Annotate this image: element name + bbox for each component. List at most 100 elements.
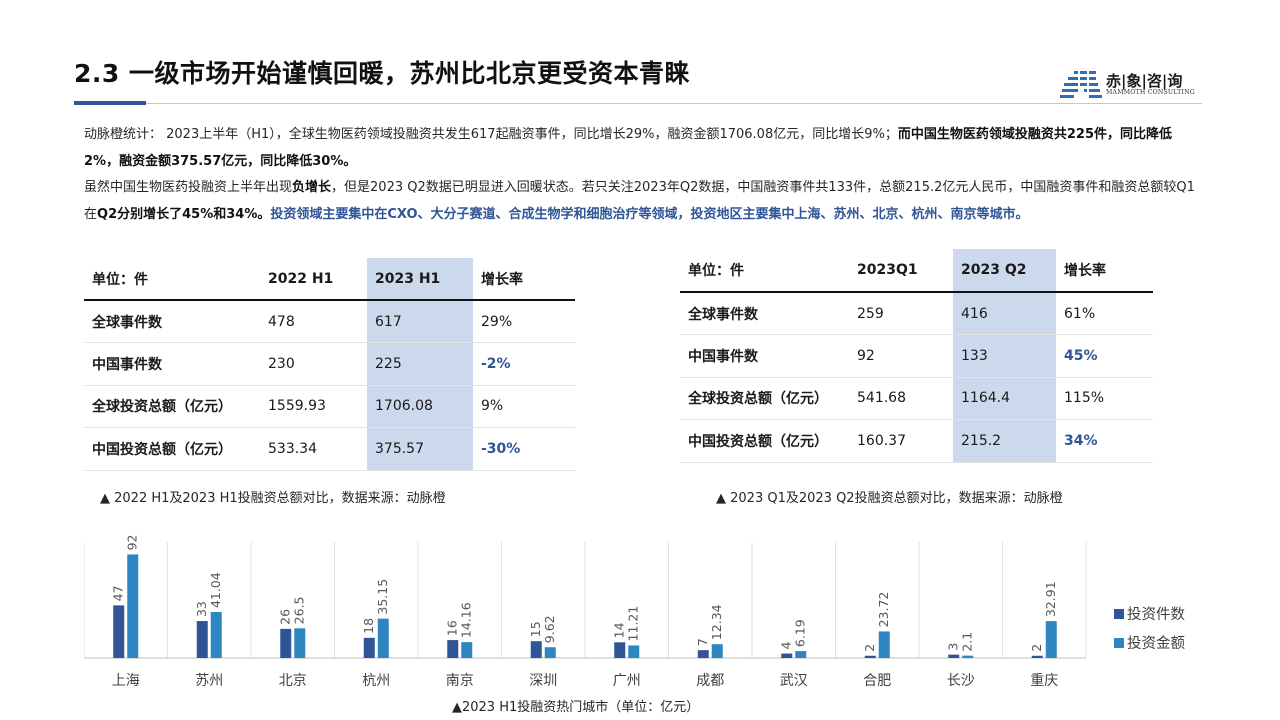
table-cell: 133 <box>953 334 1056 378</box>
table-row: 中国投资总额（亿元） 533.34 375.57 -30% <box>84 427 575 471</box>
data-label: 32.91 <box>1043 581 1058 617</box>
quarterly-comparison-table: 单位：件 2023Q1 2023 Q2 增长率 全球事件数 259 416 61… <box>680 249 1153 463</box>
bar-count <box>948 654 960 658</box>
data-label: 2 <box>1029 644 1044 652</box>
bar-amount <box>544 647 556 658</box>
row-label: 中国事件数 <box>84 342 260 386</box>
table-header: 单位：件 <box>92 271 148 288</box>
table-header: 增长率 <box>1064 263 1106 279</box>
table-cell: 541.68 <box>849 377 953 420</box>
legend-swatch <box>1114 609 1124 619</box>
p2-b-bold: Q2分别增长了45%和34%。 <box>97 206 271 222</box>
data-label: 18 <box>361 618 376 634</box>
data-label: 26 <box>278 609 293 625</box>
x-tick-label: 上海 <box>112 673 140 689</box>
bar-count <box>864 655 876 658</box>
title-accent-bar <box>74 101 146 105</box>
bar-count <box>530 641 542 658</box>
row-label: 中国投资总额（亿元） <box>680 419 849 463</box>
title-divider <box>74 103 1202 104</box>
page-title: 2.3 一级市场开始谨慎回暖，苏州比北京更受资本青睐 <box>74 59 690 88</box>
table-cell: 225 <box>367 342 473 386</box>
table-header: 2022 H1 <box>268 270 334 287</box>
table-cell: -30% <box>473 427 575 471</box>
table-header: 单位：件 <box>688 263 744 279</box>
row-label: 中国事件数 <box>680 334 849 378</box>
data-label: 2.1 <box>960 632 975 652</box>
x-tick-label: 重庆 <box>1030 673 1058 689</box>
row-label: 中国投资总额（亿元） <box>84 427 260 471</box>
table-cell: 215.2 <box>953 419 1056 463</box>
bar-count <box>447 640 459 658</box>
data-label: 41.04 <box>208 572 223 608</box>
p2-b: ，但是2023 Q2数据已明显进入回暖状态。若只关注2023年Q2数据，中国融资… <box>84 180 1195 222</box>
bar-amount <box>711 644 723 658</box>
chart-title: ▲2023 H1投融资热门城市（单位：亿元） <box>452 700 700 715</box>
bar-amount <box>962 655 974 658</box>
data-label: 35.15 <box>375 579 390 615</box>
legend-swatch <box>1114 638 1124 648</box>
x-tick-label: 北京 <box>279 673 307 689</box>
data-label: 14 <box>612 622 627 638</box>
data-label: 23.72 <box>876 592 891 628</box>
table-header: 2023Q1 <box>857 262 918 278</box>
table-cell: 9% <box>473 385 575 428</box>
table-row: 全球事件数 478 617 29% <box>84 300 575 343</box>
bar-count <box>781 653 793 658</box>
intro-paragraph-2: 虽然中国生物医药投融资上半年出现负增长，但是2023 Q2数据已明显进入回暖状态… <box>84 175 1204 228</box>
x-tick-label: 武汉 <box>780 673 808 689</box>
bar-count <box>196 621 208 658</box>
data-label: 11.21 <box>626 606 641 642</box>
x-tick-label: 南京 <box>446 673 474 689</box>
table-cell: 115% <box>1056 377 1153 420</box>
data-label: 14.16 <box>459 602 474 638</box>
table-cell: 61% <box>1056 292 1153 335</box>
bar-amount <box>210 612 222 658</box>
bar-amount <box>795 651 807 658</box>
x-tick-label: 深圳 <box>529 673 557 689</box>
city-investment-chart: 4792.47上海3341.04苏州2626.5北京1835.15杭州1614.… <box>84 534 1185 689</box>
table2-caption: ▲ 2023 Q1及2023 Q2投融资总额对比，数据来源：动脉橙 <box>716 491 1063 506</box>
table-cell: 478 <box>260 300 367 343</box>
table-row: 全球投资总额（亿元） 1559.93 1706.08 9% <box>84 385 575 428</box>
table-header: 增长率 <box>481 271 523 288</box>
legend-label: 投资件数 <box>1127 606 1185 623</box>
table-cell: 92 <box>849 334 953 378</box>
table-cell: 617 <box>367 300 473 343</box>
table-header-row: 单位：件 2022 H1 2023 H1 增长率 <box>84 258 575 300</box>
table-row: 全球投资总额（亿元） 541.68 1164.4 115% <box>680 377 1153 420</box>
intro-paragraph-1: 动脉橙统计： 2023上半年（H1），全球生物医药领域投融资共发生617起融资事… <box>84 122 1204 175</box>
bar-amount <box>127 554 139 658</box>
table-row: 中国事件数 230 225 -2% <box>84 342 575 386</box>
legend-label: 投资金额 <box>1127 635 1185 652</box>
bar-amount <box>878 631 890 658</box>
table-cell: 1706.08 <box>367 385 473 428</box>
x-tick-label: 杭州 <box>362 673 390 689</box>
table-cell: 29% <box>473 300 575 343</box>
table-cell: 533.34 <box>260 427 367 471</box>
row-label: 全球投资总额（亿元） <box>680 377 849 420</box>
bar-count <box>363 637 375 658</box>
table-cell: 230 <box>260 342 367 386</box>
table-cell: 1559.93 <box>260 385 367 428</box>
h1-comparison-table: 单位：件 2022 H1 2023 H1 增长率 全球事件数 478 617 2… <box>84 258 575 471</box>
data-label: 92.47 <box>125 534 140 550</box>
x-tick-label: 广州 <box>613 673 641 689</box>
data-label: 15 <box>528 621 543 637</box>
data-label: 9.62 <box>542 615 557 643</box>
table-cell: 34% <box>1056 419 1153 463</box>
p2-blue: 投资领域主要集中在CXO、大分子赛道、合成生物学和细胞治疗等领域，投资地区主要集… <box>270 206 1029 222</box>
table-row: 中国投资总额（亿元） 160.37 215.2 34% <box>680 419 1153 463</box>
x-tick-label: 合肥 <box>863 673 891 689</box>
data-label: 12.34 <box>709 604 724 640</box>
bar-amount <box>1045 621 1057 658</box>
table-cell: 375.57 <box>367 427 473 471</box>
logo-name: 赤|象|咨|询 <box>1106 72 1183 90</box>
data-label: 47 <box>111 585 126 601</box>
table-cell: 160.37 <box>849 419 953 463</box>
row-label: 全球事件数 <box>84 300 260 343</box>
x-tick-label: 苏州 <box>195 673 223 689</box>
data-label: 33 <box>194 601 209 617</box>
bar-amount <box>461 642 473 658</box>
x-tick-label: 成都 <box>696 673 724 689</box>
